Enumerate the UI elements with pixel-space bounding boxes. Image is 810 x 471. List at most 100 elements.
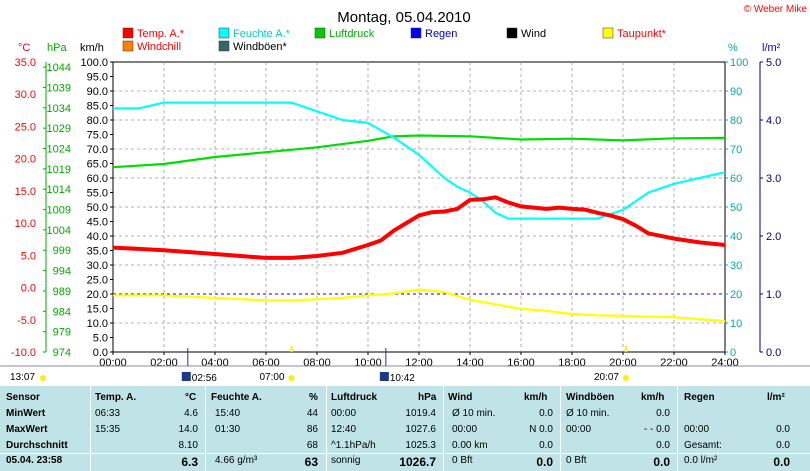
column-separator xyxy=(677,386,678,471)
table-cell-gust-val: 0.0 xyxy=(653,455,670,469)
table-cell-hum-time: 01:30 xyxy=(215,424,241,435)
sun-event-marker xyxy=(624,346,627,352)
table-cell-wind-val: 0.0 xyxy=(536,455,553,469)
wind-tick-label: 60.0 xyxy=(87,173,108,185)
table-cell-wind-time: 0.00 km xyxy=(452,440,488,451)
axes: 35.0 30.0 25.0 20.0 15.0 10.0 5.0 0.0 -5.0 -10.0 1… xyxy=(11,57,781,369)
wind-tick-label: 85.0 xyxy=(87,101,108,113)
table-cell-label: MinWert xyxy=(6,408,46,419)
header-gust: Windböen xyxy=(566,392,615,403)
humidity-tick-label: 20 xyxy=(730,289,742,301)
x-tick-label: 24:00 xyxy=(711,357,739,369)
temp-tick-label: 35.0 xyxy=(15,57,36,69)
table-cell-temp-time: 06:33 xyxy=(95,408,121,419)
x-tick-label: 00:00 xyxy=(99,357,127,369)
series-line-feuchte-a xyxy=(113,101,726,220)
sunset-time: 20:07 xyxy=(594,372,619,383)
header-rain-unit: l/m² xyxy=(767,392,785,403)
temp-tick-label: 20.0 xyxy=(15,154,36,166)
wind-tick-label: 40.0 xyxy=(87,231,108,243)
x-tick-label: 08:00 xyxy=(303,357,331,369)
table-cell-press-val: 1025.3 xyxy=(405,440,436,451)
wind-tick-label: 30.0 xyxy=(87,260,108,272)
pressure-tick-label: 1009 xyxy=(47,205,71,217)
table-cell-hum-time: 4.66 g/m³ xyxy=(215,455,258,466)
table-cell-rain-time: 0.0 l/m² xyxy=(684,455,718,466)
table-cell-rain-val: 0.0 xyxy=(776,440,790,451)
wind-tick-label: 15.0 xyxy=(87,304,108,316)
wind-tick-label: 75.0 xyxy=(87,130,108,142)
sun-icon xyxy=(40,375,46,381)
x-tick-label: 12:00 xyxy=(405,357,433,369)
table-cell-press-val: 1027.6 xyxy=(405,424,436,435)
wind-tick-label: 25.0 xyxy=(87,275,108,287)
header-sensor: Sensor xyxy=(6,392,40,403)
moonset-icon xyxy=(379,372,389,381)
table-cell-gust-time: 0 Bft xyxy=(566,455,587,466)
column-separator xyxy=(90,386,91,471)
wind-tick-label: 70.0 xyxy=(87,144,108,156)
unit-temp: °C xyxy=(18,42,30,54)
table-cell-wind-val: N 0.0 xyxy=(529,424,553,435)
x-tick-label: 16:00 xyxy=(507,357,535,369)
temp-tick-label: -10.0 xyxy=(11,347,36,359)
header-humidity: Feuchte A. xyxy=(211,392,262,403)
column-separator xyxy=(205,386,206,471)
unit-rain: l/m² xyxy=(762,42,781,54)
sun-markers: 13:07 07:00 20:07 02:56 10:42 xyxy=(0,346,810,384)
unit-wind: km/h xyxy=(80,42,104,54)
header-temp-unit: °C xyxy=(185,392,197,403)
table-cell-rain-val: 0.0 xyxy=(776,424,790,435)
series-lines xyxy=(112,101,726,323)
humidity-tick-label: 90 xyxy=(730,86,742,98)
sunset-icon xyxy=(622,375,629,381)
pressure-tick-label: 994 xyxy=(53,266,71,278)
series-line-luftdruck xyxy=(112,134,726,169)
wind-tick-label: 95.0 xyxy=(87,72,108,84)
table-cell-gust-time: Ø 10 min. xyxy=(566,408,610,419)
table-cell-hum-time: 15:40 xyxy=(215,408,241,419)
wind-tick-label: 45.0 xyxy=(87,217,108,229)
left-time: 13:07 xyxy=(10,372,35,383)
legend-label: Temp. A.* xyxy=(137,28,185,40)
table-cell-label: Durchschnitt xyxy=(6,440,68,451)
legend-label: Feuchte A.* xyxy=(233,28,291,40)
header-temp: Temp. A. xyxy=(95,392,137,403)
x-tick-label: 18:00 xyxy=(558,357,586,369)
stats-table: Sensor Temp. A. °C Feuchte A. % Luftdruc… xyxy=(0,386,810,471)
header-humidity-unit: % xyxy=(309,392,318,403)
temp-tick-label: 5.0 xyxy=(21,250,36,262)
moonset-time: 10:42 xyxy=(390,373,415,384)
table-cell-hum-val: 63 xyxy=(304,455,318,469)
pressure-tick-label: 1024 xyxy=(47,143,71,155)
rain-tick-label: 3.0 xyxy=(766,173,781,185)
pressure-tick-label: 989 xyxy=(53,286,71,298)
wind-tick-label: 50.0 xyxy=(87,202,108,214)
column-separator xyxy=(326,386,327,471)
header-pressure: Luftdruck xyxy=(331,392,378,403)
rain-tick-label: 0.0 xyxy=(766,347,781,359)
rain-tick-label: 2.0 xyxy=(766,231,781,243)
x-tick-label: 04:00 xyxy=(201,357,229,369)
legend-label: Windchill xyxy=(137,41,181,53)
pressure-tick-label: 1029 xyxy=(47,123,71,135)
header-pressure-unit: hPa xyxy=(418,392,437,403)
legend-label: Windböen* xyxy=(233,41,288,53)
table-cell-wind-time: 00:00 xyxy=(452,424,478,435)
wind-tick-label: 35.0 xyxy=(87,246,108,258)
sun-event-marker xyxy=(290,346,293,352)
plot-area xyxy=(112,61,726,353)
pressure-tick-label: 979 xyxy=(53,327,71,339)
legend-label: Wind xyxy=(521,28,546,40)
pressure-tick-label: 1044 xyxy=(47,62,71,74)
pressure-tick-label: 974 xyxy=(53,347,71,359)
x-tick-label: 02:00 xyxy=(150,357,178,369)
rain-tick-label: 1.0 xyxy=(766,289,781,301)
humidity-tick-label: 50 xyxy=(730,202,742,214)
series-line-taupunkt xyxy=(113,288,726,323)
row-separator xyxy=(0,453,810,454)
x-tick-label: 10:00 xyxy=(354,357,382,369)
column-separator xyxy=(443,386,444,471)
weather-chart: Montag, 05.04.2010 © Weber Mike Temp. A.… xyxy=(0,4,810,384)
table-cell-gust-val: 0.0 xyxy=(656,408,670,419)
